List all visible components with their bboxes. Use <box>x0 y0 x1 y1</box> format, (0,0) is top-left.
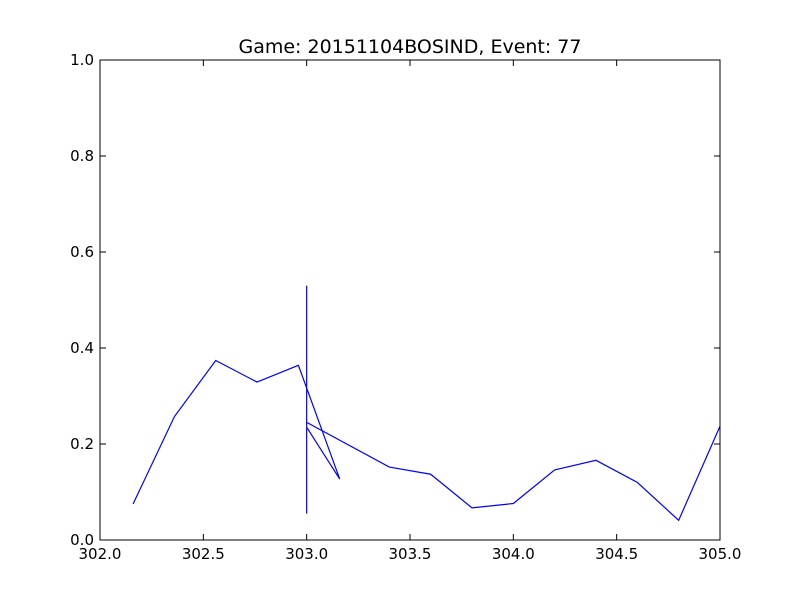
y-tick-label: 0.6 <box>70 243 94 261</box>
y-tick-label: 0.0 <box>70 531 94 549</box>
series-layer <box>132 285 721 522</box>
chart-title: Game: 20151104BOSIND, Event: 77 <box>238 36 581 58</box>
ticks-layer: 302.0 302.5 303.0 303.5 304.0 304.5 305.0 0.0 0.… <box>70 51 741 563</box>
x-tick-label: 305.0 <box>699 545 742 563</box>
y-tick-label: 0.4 <box>70 339 94 357</box>
y-tick-label: 0.8 <box>70 147 94 165</box>
x-tick-label: 302.0 <box>79 545 122 563</box>
plot-frame <box>99 59 721 541</box>
y-tick-label: 1.0 <box>70 51 94 69</box>
y-tick-label: 0.2 <box>70 435 94 453</box>
x-tick-label: 303.5 <box>389 545 432 563</box>
x-tick-label: 304.0 <box>492 545 535 563</box>
x-tick-label: 303.0 <box>285 545 328 563</box>
x-tick-label: 302.5 <box>182 545 225 563</box>
x-tick-label: 304.5 <box>595 545 638 563</box>
series-line <box>132 285 721 522</box>
